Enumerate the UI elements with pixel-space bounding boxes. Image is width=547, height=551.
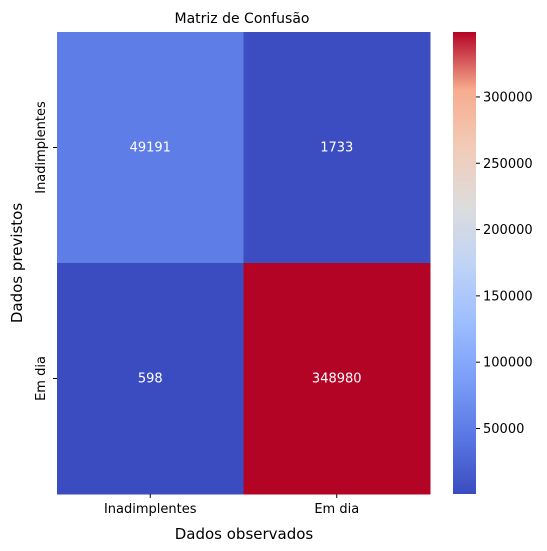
x-tick-label: Inadimplentes bbox=[104, 502, 197, 517]
colorbar-tick-label: 250000 bbox=[483, 157, 533, 172]
y-axis-ticks: Inadimplentes Em dia bbox=[34, 101, 57, 401]
colorbar-tick-label: 50000 bbox=[483, 422, 524, 437]
colorbar-tick-label: 150000 bbox=[483, 289, 533, 304]
heatmap-cell bbox=[243, 32, 431, 264]
heatmap-cell bbox=[243, 263, 431, 495]
x-axis-ticks: Inadimplentes Em dia bbox=[104, 494, 359, 517]
x-axis-label: Dados observados bbox=[175, 525, 314, 543]
colorbar-tick-label: 300000 bbox=[483, 90, 533, 105]
y-axis-label: Dados previstos bbox=[8, 203, 26, 324]
heatmap-cell-labels: 49191 1733 598 348980 bbox=[130, 141, 362, 387]
colorbar-ticks: 50000 100000 150000 200000 250000 300000 bbox=[476, 90, 533, 437]
colorbar-tick-label: 200000 bbox=[483, 223, 533, 238]
y-tick-label: Em dia bbox=[34, 356, 49, 401]
colorbar bbox=[453, 32, 476, 494]
heatmap-cell bbox=[57, 32, 244, 264]
cell-value-label: 598 bbox=[138, 372, 163, 387]
cell-value-label: 49191 bbox=[130, 141, 171, 156]
cell-value-label: 1733 bbox=[320, 141, 353, 156]
heatmap-cell bbox=[57, 263, 244, 495]
x-tick-label: Em dia bbox=[314, 502, 359, 517]
y-tick-label: Inadimplentes bbox=[34, 101, 49, 194]
heatmap-cells bbox=[57, 32, 431, 495]
chart-title: Matriz de Confusão bbox=[175, 11, 310, 27]
colorbar-tick-label: 100000 bbox=[483, 356, 533, 371]
cell-value-label: 348980 bbox=[312, 372, 362, 387]
